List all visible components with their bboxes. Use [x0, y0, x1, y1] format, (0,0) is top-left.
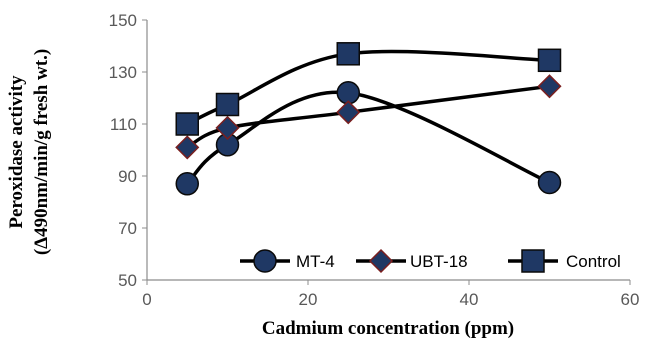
- y-axis-title-line2: (Δ490nm/min/g fresh wt.): [31, 49, 52, 255]
- tick-labels: 50 70 90 110 130 150 0 20 40 60: [109, 11, 640, 309]
- y-tick-label: 90: [118, 167, 137, 186]
- legend-label-mt-4: MT-4: [296, 252, 335, 271]
- y-axis-title-line1: Peroxidase activity: [6, 75, 27, 229]
- marker-ubt-18-1: [215, 115, 240, 140]
- series-line-control: [186, 49, 550, 126]
- marker-control-1: [215, 92, 240, 117]
- y-tick-label: 130: [109, 63, 137, 82]
- y-tick-label: 50: [118, 271, 137, 290]
- x-tick-label: 60: [621, 290, 640, 309]
- legend-marker-ubt-18: [368, 248, 394, 274]
- marker-control-3: [537, 48, 562, 73]
- legend-label-control: Control: [566, 252, 621, 271]
- marker-control-0: [175, 112, 199, 136]
- series-lines: [185, 49, 551, 186]
- x-axis-title: Cadmium concentration (ppm): [262, 318, 514, 339]
- legend-marker-mt-4: [253, 249, 277, 273]
- axes: [142, 19, 631, 285]
- y-axis-title: Peroxidase activity (Δ490nm/min/g fresh …: [6, 49, 52, 255]
- legend-label-ubt-18: UBT-18: [410, 252, 468, 271]
- x-tick-label: 0: [142, 290, 151, 309]
- y-tick-label: 150: [109, 11, 137, 30]
- marker-mt-4-0: [175, 172, 199, 196]
- x-tick-label: 40: [460, 290, 479, 309]
- legend: MT-4 UBT-18 Control: [240, 248, 621, 274]
- y-tick-label: 110: [110, 115, 137, 134]
- marker-ubt-18-2: [336, 100, 361, 125]
- marker-control-2: [336, 42, 360, 66]
- legend-marker-control: [521, 249, 545, 273]
- marker-ubt-18-0: [175, 135, 200, 160]
- series-markers: [175, 42, 562, 196]
- y-tick-label: 70: [118, 219, 137, 238]
- x-tick-label: 20: [299, 290, 318, 309]
- series-line-mt-4: [185, 90, 551, 186]
- marker-ubt-18-3: [537, 74, 562, 99]
- series-line-ubt-18: [186, 84, 550, 149]
- marker-mt-4-3: [537, 170, 562, 195]
